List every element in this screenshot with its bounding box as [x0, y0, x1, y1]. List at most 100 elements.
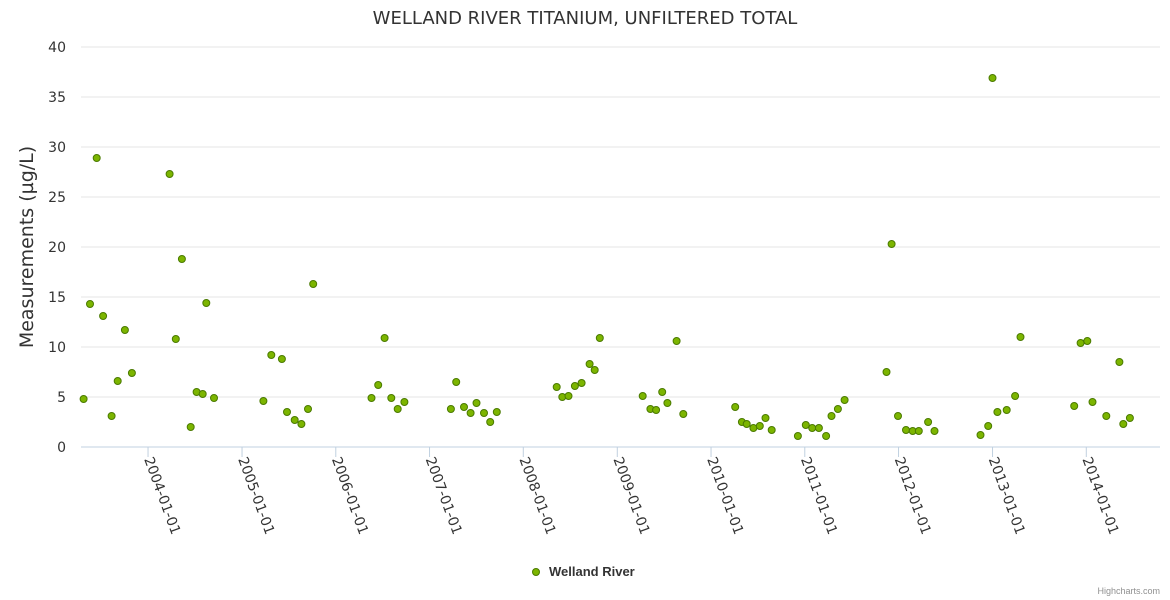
data-point[interactable]: [988, 74, 997, 82]
data-point[interactable]: [127, 369, 136, 377]
data-point[interactable]: [731, 403, 740, 411]
data-point[interactable]: [120, 326, 129, 334]
data-point[interactable]: [924, 418, 933, 426]
data-point[interactable]: [107, 412, 116, 420]
grid-lines: [81, 46, 1160, 448]
data-point[interactable]: [663, 399, 672, 407]
data-point[interactable]: [976, 431, 985, 439]
data-point[interactable]: [808, 424, 817, 432]
data-point[interactable]: [887, 240, 896, 248]
data-point[interactable]: [99, 312, 108, 320]
data-point[interactable]: [577, 379, 586, 387]
data-point[interactable]: [930, 427, 939, 435]
data-point[interactable]: [92, 154, 101, 162]
data-point[interactable]: [446, 405, 455, 413]
data-point[interactable]: [387, 394, 396, 402]
data-point[interactable]: [259, 397, 268, 405]
data-point[interactable]: [1011, 392, 1020, 400]
data-point[interactable]: [186, 423, 195, 431]
data-point[interactable]: [672, 337, 681, 345]
data-point[interactable]: [564, 392, 573, 400]
data-point[interactable]: [1002, 406, 1011, 414]
data-point[interactable]: [1119, 420, 1128, 428]
data-point[interactable]: [290, 416, 299, 424]
data-point[interactable]: [374, 381, 383, 389]
y-tick-label: 5: [57, 390, 66, 406]
x-tick-label: 2009-01-01: [610, 455, 653, 537]
data-point[interactable]: [742, 420, 751, 428]
data-point[interactable]: [902, 426, 910, 434]
data-point[interactable]: [585, 360, 594, 368]
data-points: [79, 74, 1134, 440]
data-point[interactable]: [1076, 339, 1085, 347]
data-point[interactable]: [827, 412, 836, 420]
data-point[interactable]: [113, 377, 122, 385]
data-point[interactable]: [1115, 358, 1124, 366]
data-point[interactable]: [894, 412, 902, 420]
data-point[interactable]: [452, 378, 461, 386]
data-point[interactable]: [472, 399, 481, 407]
data-point[interactable]: [177, 255, 186, 263]
x-tick-label: 2007-01-01: [422, 455, 465, 537]
data-point[interactable]: [761, 414, 770, 422]
data-point[interactable]: [460, 403, 468, 411]
x-axis-ticks: 2004-01-01 2005-01-01 2006-01-01 2007-01-01…: [140, 447, 1121, 537]
data-point[interactable]: [400, 398, 409, 406]
data-point[interactable]: [210, 394, 218, 402]
data-point[interactable]: [492, 408, 501, 416]
data-point[interactable]: [466, 409, 475, 417]
data-point[interactable]: [595, 334, 604, 342]
credits-link[interactable]: Highcharts.com: [1097, 586, 1160, 596]
data-point[interactable]: [304, 405, 312, 413]
data-point[interactable]: [552, 383, 561, 391]
data-point[interactable]: [679, 410, 688, 418]
data-point[interactable]: [393, 405, 402, 413]
x-tick-label: 2012-01-01: [891, 455, 934, 537]
data-point[interactable]: [171, 335, 180, 343]
y-tick-label: 15: [48, 290, 66, 306]
data-point[interactable]: [380, 334, 389, 342]
data-point[interactable]: [993, 408, 1002, 416]
data-point[interactable]: [1125, 414, 1134, 422]
data-point[interactable]: [283, 408, 291, 416]
data-point[interactable]: [590, 366, 599, 374]
x-tick-label: 2005-01-01: [234, 455, 277, 537]
y-axis-label: Measurements (µg/L): [16, 146, 38, 348]
data-point[interactable]: [882, 368, 891, 376]
x-tick-label: 2011-01-01: [797, 455, 840, 537]
data-point[interactable]: [638, 392, 647, 400]
data-point[interactable]: [165, 170, 174, 178]
data-point[interactable]: [755, 422, 764, 430]
data-point[interactable]: [652, 406, 661, 414]
data-point[interactable]: [267, 351, 276, 359]
data-point[interactable]: [202, 299, 211, 307]
data-point[interactable]: [297, 420, 306, 428]
data-point[interactable]: [767, 426, 776, 434]
data-point[interactable]: [1102, 412, 1111, 420]
data-point[interactable]: [86, 300, 94, 308]
data-point[interactable]: [984, 422, 993, 430]
data-point[interactable]: [1070, 402, 1079, 410]
data-point[interactable]: [198, 390, 207, 398]
data-point[interactable]: [801, 421, 810, 429]
y-tick-label: 25: [48, 190, 66, 206]
data-point[interactable]: [277, 355, 286, 363]
data-point[interactable]: [658, 388, 667, 396]
legend[interactable]: Welland River: [532, 564, 635, 579]
data-point[interactable]: [480, 409, 488, 417]
data-point[interactable]: [840, 396, 849, 404]
data-point[interactable]: [367, 394, 376, 402]
data-point[interactable]: [1016, 333, 1025, 341]
data-point[interactable]: [914, 427, 923, 435]
data-point[interactable]: [309, 280, 318, 288]
data-point[interactable]: [1088, 398, 1097, 406]
data-point[interactable]: [570, 382, 579, 390]
data-point[interactable]: [822, 432, 831, 440]
data-point[interactable]: [833, 405, 842, 413]
data-point[interactable]: [1083, 337, 1092, 345]
y-tick-label: 30: [48, 140, 66, 156]
data-point[interactable]: [79, 395, 88, 403]
data-point[interactable]: [486, 418, 495, 426]
data-point[interactable]: [814, 424, 823, 432]
data-point[interactable]: [793, 432, 802, 440]
